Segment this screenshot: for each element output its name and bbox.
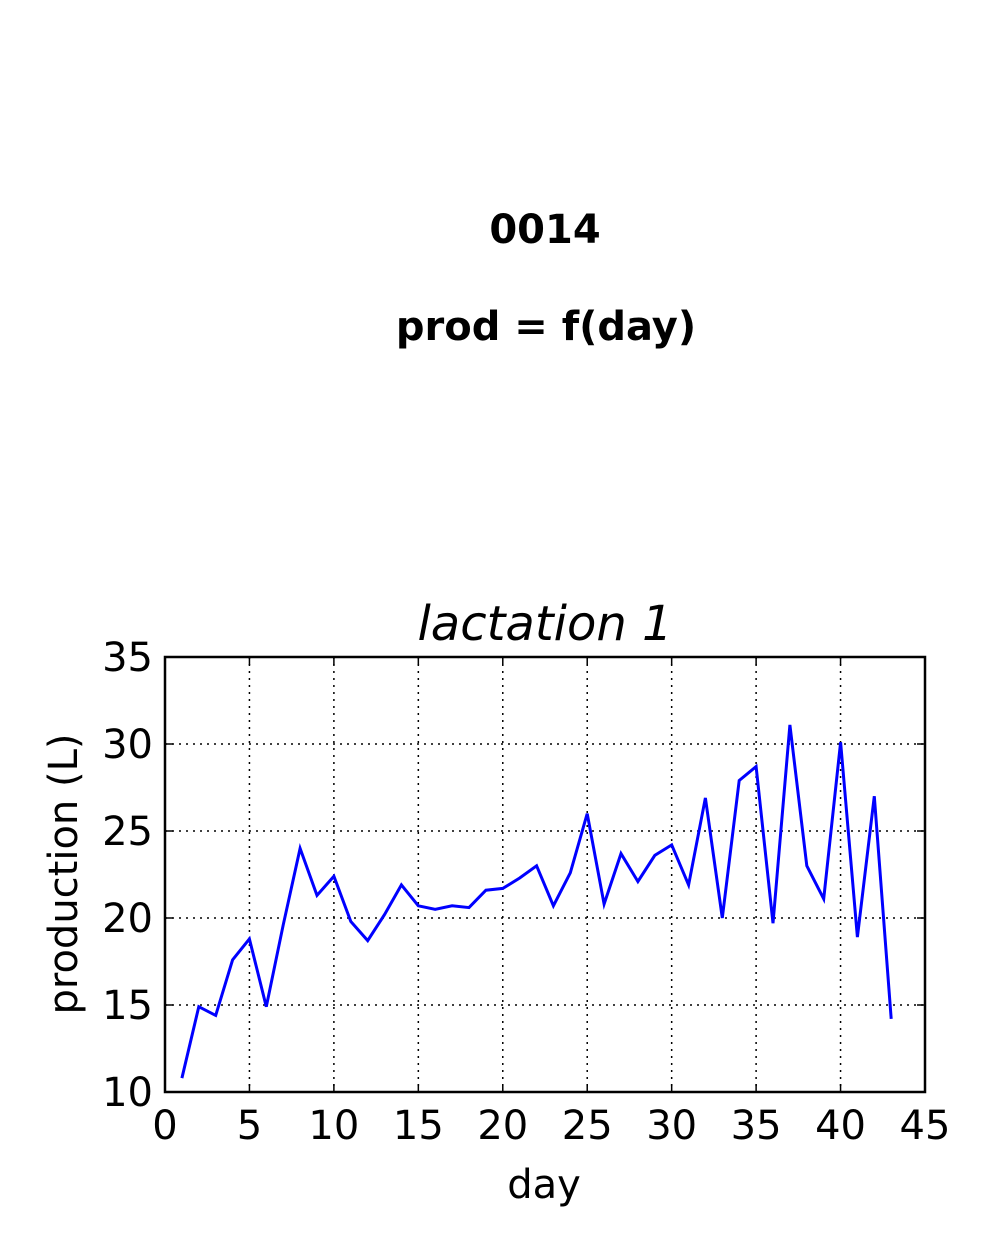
figure-id-title: 0014 [489, 207, 601, 253]
x-tick-label: 30 [646, 1103, 697, 1149]
y-tick-label: 35 [102, 635, 153, 681]
x-tick-label: 40 [815, 1103, 866, 1149]
x-tick-label: 20 [477, 1103, 528, 1149]
y-tick-label: 20 [102, 896, 153, 942]
chart-title: lactation 1 [417, 596, 672, 652]
x-tick-label: 25 [562, 1103, 613, 1149]
axis-ticks: 0 5 10 15 20 25 30 35 40 45 10 15 20 25 30 35 [102, 635, 950, 1149]
y-tick-label: 25 [102, 809, 153, 855]
y-tick-label: 10 [102, 1070, 153, 1116]
x-tick-label: 35 [731, 1103, 782, 1149]
x-tick-label: 15 [393, 1103, 444, 1149]
x-tick-label: 5 [237, 1103, 262, 1149]
x-tick-label: 45 [900, 1103, 951, 1149]
series-layer [180, 724, 893, 1079]
x-tick-label: 0 [152, 1103, 177, 1149]
x-axis-label: day [507, 1162, 581, 1208]
y-axis-label: production (L) [41, 734, 87, 1015]
figure-formula-title: prod = f(day) [395, 304, 697, 350]
x-tick-label: 10 [308, 1103, 359, 1149]
y-tick-label: 15 [102, 983, 153, 1029]
plot-frame [163, 655, 927, 1094]
series-line [180, 724, 893, 1079]
y-tick-label: 30 [102, 722, 153, 768]
